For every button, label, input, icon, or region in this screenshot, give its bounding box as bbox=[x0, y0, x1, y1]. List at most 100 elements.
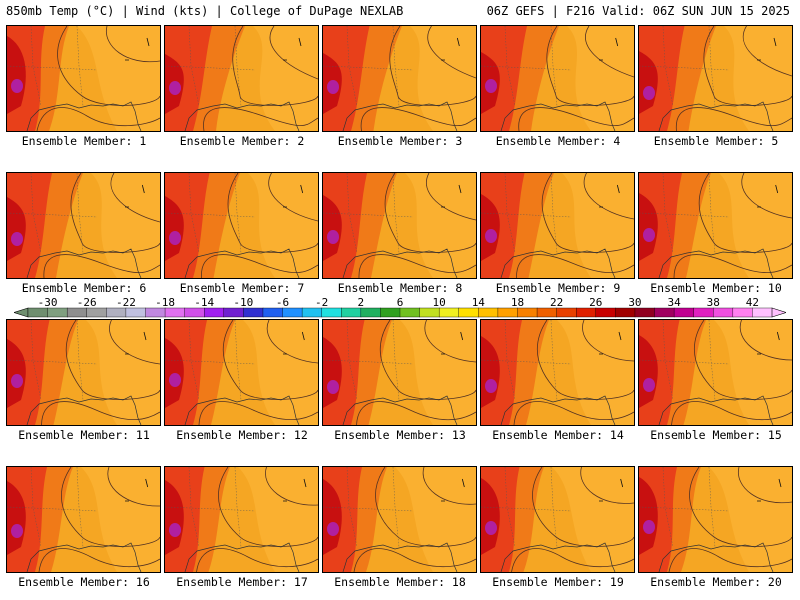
temperature-map bbox=[323, 173, 476, 278]
colorbar-swatch bbox=[341, 307, 362, 318]
ensemble-member-label: Ensemble Member: 10 bbox=[650, 281, 782, 295]
temperature-map bbox=[323, 320, 476, 425]
colorbar-swatch bbox=[752, 307, 773, 318]
colorbar-swatch bbox=[106, 307, 127, 318]
ensemble-member-label: Ensemble Member: 8 bbox=[337, 281, 463, 295]
temperature-map bbox=[481, 26, 634, 131]
ensemble-member-label: Ensemble Member: 16 bbox=[18, 575, 150, 589]
temperature-map bbox=[165, 26, 318, 131]
colorbar-swatch bbox=[438, 307, 460, 318]
temperature-map bbox=[639, 173, 792, 278]
colorbar-swatch bbox=[223, 307, 244, 318]
colorbar-swatch bbox=[673, 307, 695, 318]
ensemble-map-panel bbox=[164, 172, 319, 279]
temperature-map bbox=[481, 467, 634, 572]
ensemble-map-panel bbox=[480, 466, 635, 573]
colorbar-tick-label: -10 bbox=[233, 296, 253, 309]
colorbar-swatch bbox=[497, 307, 518, 318]
run-valid-time: 06Z GEFS | F216 Valid: 06Z SUN JUN 15 20… bbox=[486, 4, 790, 18]
colorbar-tick-label: -26 bbox=[77, 296, 97, 309]
colorbar-swatch bbox=[360, 307, 381, 318]
temperature-map bbox=[639, 26, 792, 131]
ensemble-map-panel bbox=[322, 466, 477, 573]
ensemble-member-label: Ensemble Member: 12 bbox=[176, 428, 308, 442]
temperature-map bbox=[165, 173, 318, 278]
colorbar-tick-label: 30 bbox=[628, 296, 641, 309]
temperature-colorbar: -30 -26 -22 -18 -14 -10 -6 -2 2 6 10 14 18 22 26 30 34 38… bbox=[14, 296, 786, 318]
colorbar-swatch bbox=[86, 307, 107, 318]
colorbar-tick-label: 14 bbox=[472, 296, 486, 309]
colorbar-tick-label: -18 bbox=[155, 296, 175, 309]
ensemble-member-label: Ensemble Member: 19 bbox=[492, 575, 624, 589]
temperature-map bbox=[323, 467, 476, 572]
temperature-map bbox=[7, 26, 160, 131]
ensemble-map-panel bbox=[480, 172, 635, 279]
colorbar-swatch bbox=[399, 307, 421, 318]
colorbar-tick-label: 6 bbox=[397, 296, 404, 309]
ensemble-map-panel bbox=[638, 319, 793, 426]
colorbar-swatch bbox=[301, 307, 323, 318]
colorbar-swatch bbox=[282, 307, 303, 318]
colorbar-swatch bbox=[615, 307, 636, 318]
colorbar-swatch bbox=[556, 307, 577, 318]
colorbar-swatch bbox=[204, 307, 225, 318]
colorbar-swatch bbox=[458, 307, 479, 318]
colorbar-swatch bbox=[654, 307, 675, 318]
temperature-map bbox=[639, 320, 792, 425]
colorbar-swatch bbox=[732, 307, 753, 318]
ensemble-member-label: Ensemble Member: 1 bbox=[21, 134, 147, 148]
ensemble-member-label: Ensemble Member: 13 bbox=[334, 428, 466, 442]
colorbar-tick-label: 22 bbox=[550, 296, 563, 309]
colorbar-left-arrow bbox=[14, 307, 29, 318]
ensemble-member-label: Ensemble Member: 9 bbox=[495, 281, 621, 295]
colorbar-tick-label: 34 bbox=[667, 296, 681, 309]
colorbar-swatch bbox=[576, 307, 597, 318]
ensemble-map-panel bbox=[6, 466, 161, 573]
ensemble-member-label: Ensemble Member: 5 bbox=[653, 134, 779, 148]
colorbar-swatch bbox=[27, 307, 49, 318]
ensemble-map-panel bbox=[638, 466, 793, 573]
ensemble-map-panel bbox=[164, 466, 319, 573]
ensemble-map-panel bbox=[322, 25, 477, 132]
colorbar-tick-label: 18 bbox=[511, 296, 524, 309]
ensemble-map-panel bbox=[322, 172, 477, 279]
colorbar-swatch bbox=[145, 307, 166, 318]
ensemble-member-label: Ensemble Member: 11 bbox=[18, 428, 150, 442]
ensemble-member-label: Ensemble Member: 4 bbox=[495, 134, 621, 148]
ensemble-map-panel bbox=[6, 25, 161, 132]
colorbar-swatch bbox=[536, 307, 558, 318]
map-title: 850mb Temp (°C) | Wind (kts) | College o… bbox=[6, 4, 404, 18]
ensemble-member-label: Ensemble Member: 3 bbox=[337, 134, 463, 148]
colorbar-swatch bbox=[380, 307, 401, 318]
ensemble-member-label: Ensemble Member: 7 bbox=[179, 281, 305, 295]
ensemble-member-label: Ensemble Member: 2 bbox=[179, 134, 305, 148]
ensemble-map-panel bbox=[638, 25, 793, 132]
colorbar-swatch bbox=[634, 307, 656, 318]
colorbar-tick-label: 38 bbox=[707, 296, 720, 309]
ensemble-map-panel bbox=[480, 25, 635, 132]
temperature-map bbox=[7, 467, 160, 572]
ensemble-member-label: Ensemble Member: 20 bbox=[650, 575, 782, 589]
ensemble-map-panel bbox=[322, 319, 477, 426]
colorbar-tick-label: 26 bbox=[589, 296, 602, 309]
colorbar-tick-label: 2 bbox=[358, 296, 365, 309]
ensemble-map-panel bbox=[164, 319, 319, 426]
colorbar-right-arrow bbox=[771, 307, 786, 318]
temperature-map bbox=[481, 173, 634, 278]
colorbar-swatch bbox=[262, 307, 284, 318]
ensemble-member-label: Ensemble Member: 18 bbox=[334, 575, 466, 589]
colorbar-swatch bbox=[125, 307, 146, 318]
colorbar-tick-label: 10 bbox=[433, 296, 446, 309]
colorbar-swatch bbox=[693, 307, 714, 318]
colorbar-tick-label: 42 bbox=[746, 296, 759, 309]
colorbar-tick-label: -14 bbox=[194, 296, 214, 309]
colorbar-tick-label: -6 bbox=[276, 296, 289, 309]
colorbar-swatch bbox=[321, 307, 342, 318]
temperature-map bbox=[323, 26, 476, 131]
temperature-map bbox=[7, 320, 160, 425]
temperature-map bbox=[165, 320, 318, 425]
colorbar-swatch bbox=[66, 307, 88, 318]
colorbar-swatch bbox=[595, 307, 616, 318]
colorbar-swatch bbox=[478, 307, 499, 318]
colorbar-swatch bbox=[419, 307, 440, 318]
